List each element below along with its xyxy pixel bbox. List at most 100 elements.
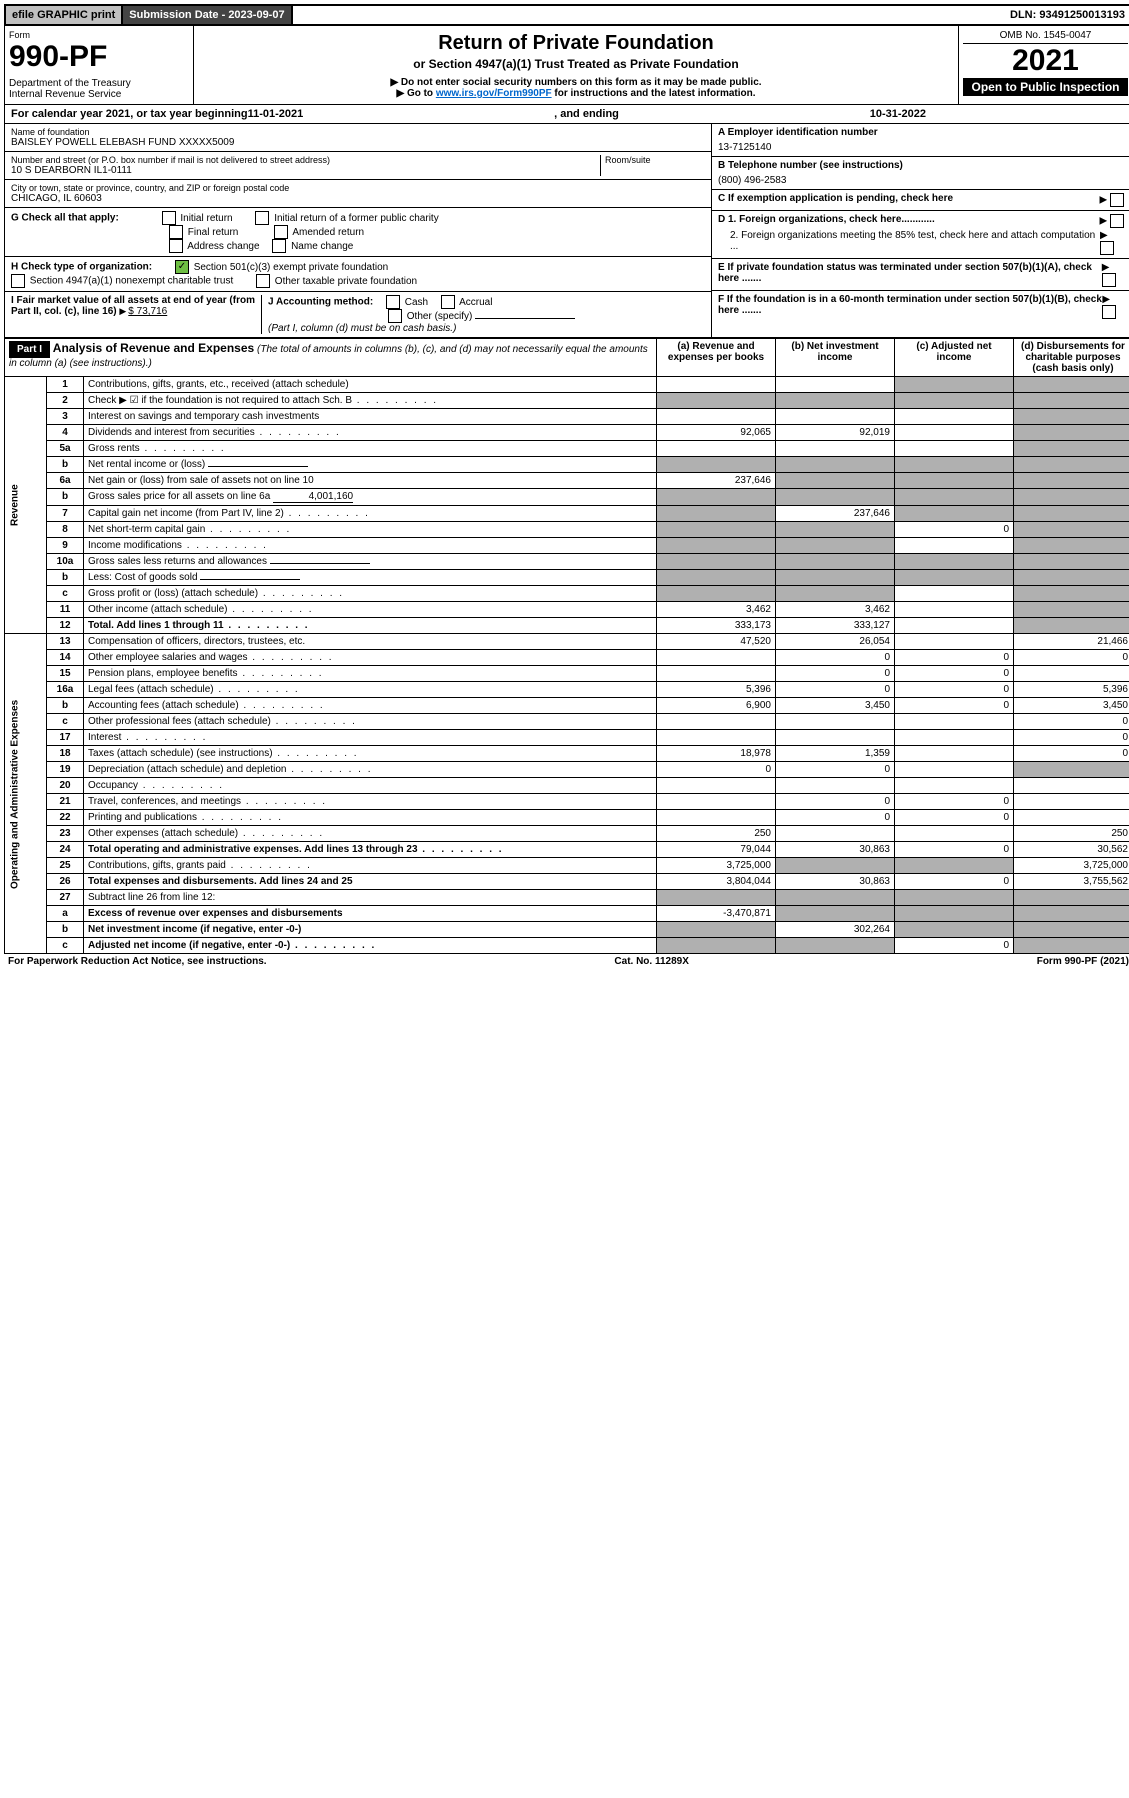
line-description: Adjusted net income (if negative, enter … bbox=[84, 938, 657, 954]
h-check-cell: H Check type of organization: Section 50… bbox=[5, 257, 711, 292]
line-number: a bbox=[47, 906, 84, 922]
footer-left: For Paperwork Reduction Act Notice, see … bbox=[8, 956, 267, 967]
line-number: 16a bbox=[47, 682, 84, 698]
c-check[interactable] bbox=[1110, 193, 1124, 207]
footer-mid: Cat. No. 11289X bbox=[614, 956, 688, 967]
line-description: Less: Cost of goods sold bbox=[84, 570, 657, 586]
instr-1: ▶ Do not enter social security numbers o… bbox=[198, 77, 954, 88]
table-row: cAdjusted net income (if negative, enter… bbox=[5, 938, 1129, 954]
info-left: Name of foundation BAISLEY POWELL ELEBAS… bbox=[5, 124, 711, 337]
foundation-name: BAISLEY POWELL ELEBASH FUND XXXXX5009 bbox=[11, 137, 705, 148]
line-number: 18 bbox=[47, 746, 84, 762]
calendar-year-row: For calendar year 2021, or tax year begi… bbox=[4, 105, 1129, 124]
line-description: Total expenses and disbursements. Add li… bbox=[84, 874, 657, 890]
cash-check[interactable] bbox=[386, 295, 400, 309]
table-row: Revenue1Contributions, gifts, grants, et… bbox=[5, 377, 1129, 393]
city-label: City or town, state or province, country… bbox=[11, 183, 705, 193]
submission-date: Submission Date - 2023-09-07 bbox=[123, 6, 292, 24]
opt-former: Initial return of a former public charit… bbox=[274, 213, 439, 224]
d1-check[interactable] bbox=[1110, 214, 1124, 228]
table-row: 26Total expenses and disbursements. Add … bbox=[5, 874, 1129, 890]
cal-mid: , and ending bbox=[303, 108, 869, 120]
line-description: Net short-term capital gain bbox=[84, 522, 657, 538]
addr-cell: Number and street (or P.O. box number if… bbox=[5, 152, 711, 180]
form-link[interactable]: www.irs.gov/Form990PF bbox=[436, 88, 552, 99]
city-state-zip: CHICAGO, IL 60603 bbox=[11, 193, 705, 204]
line-description: Contributions, gifts, grants paid bbox=[84, 858, 657, 874]
line-description: Net rental income or (loss) bbox=[84, 457, 657, 473]
opt-amended: Amended return bbox=[292, 227, 364, 238]
initial-return-check[interactable] bbox=[162, 211, 176, 225]
table-row: Operating and Administrative Expenses13C… bbox=[5, 634, 1129, 650]
4947-check[interactable] bbox=[11, 274, 25, 288]
table-row: 9Income modifications bbox=[5, 538, 1129, 554]
tax-year: 2021 bbox=[963, 44, 1128, 78]
footer-right: Form 990-PF (2021) bbox=[1037, 956, 1129, 967]
name-change-check[interactable] bbox=[272, 239, 286, 253]
inspection-label: Open to Public Inspection bbox=[963, 78, 1128, 96]
phone-cell: B Telephone number (see instructions) (8… bbox=[712, 157, 1129, 190]
line-description: Legal fees (attach schedule) bbox=[84, 682, 657, 698]
line-description: Capital gain net income (from Part IV, l… bbox=[84, 506, 657, 522]
line-number: 22 bbox=[47, 810, 84, 826]
j-label: J Accounting method: bbox=[268, 297, 373, 308]
e-label: E If private foundation status was termi… bbox=[718, 262, 1102, 284]
arrow-f: ▶ bbox=[1102, 294, 1110, 305]
table-row: 11Other income (attach schedule)3,4623,4… bbox=[5, 602, 1129, 618]
line-number: 5a bbox=[47, 441, 84, 457]
efile-label[interactable]: efile GRAPHIC print bbox=[6, 6, 123, 24]
accrual-check[interactable] bbox=[441, 295, 455, 309]
d-cell: D 1. Foreign organizations, check here..… bbox=[712, 211, 1129, 259]
line-number: 4 bbox=[47, 425, 84, 441]
table-row: bAccounting fees (attach schedule)6,9003… bbox=[5, 698, 1129, 714]
line-number: 13 bbox=[47, 634, 84, 650]
amended-check[interactable] bbox=[274, 225, 288, 239]
line-number: c bbox=[47, 586, 84, 602]
form-subtitle: or Section 4947(a)(1) Trust Treated as P… bbox=[198, 57, 954, 71]
line-number: 20 bbox=[47, 778, 84, 794]
d2-check[interactable] bbox=[1100, 241, 1114, 255]
table-row: 27Subtract line 26 from line 12: bbox=[5, 890, 1129, 906]
line-number: 2 bbox=[47, 393, 84, 409]
entity-info: Name of foundation BAISLEY POWELL ELEBAS… bbox=[4, 124, 1129, 338]
table-row: bNet investment income (if negative, ent… bbox=[5, 922, 1129, 938]
line-description: Depreciation (attach schedule) and deple… bbox=[84, 762, 657, 778]
line-number: 26 bbox=[47, 874, 84, 890]
f-check[interactable] bbox=[1102, 305, 1116, 319]
e-check[interactable] bbox=[1102, 273, 1116, 287]
line-description: Printing and publications bbox=[84, 810, 657, 826]
line-number: b bbox=[47, 698, 84, 714]
room-label: Room/suite bbox=[605, 155, 705, 165]
ein-label: A Employer identification number bbox=[718, 127, 1126, 138]
501c3-check[interactable] bbox=[175, 260, 189, 274]
line-number: b bbox=[47, 922, 84, 938]
initial-former-check[interactable] bbox=[255, 211, 269, 225]
ein-value: 13-7125140 bbox=[718, 142, 1126, 153]
instr2-suffix: for instructions and the latest informat… bbox=[552, 88, 756, 99]
address-change-check[interactable] bbox=[169, 239, 183, 253]
table-row: 16aLegal fees (attach schedule)5,396005,… bbox=[5, 682, 1129, 698]
table-row: 20Occupancy bbox=[5, 778, 1129, 794]
line-number: 8 bbox=[47, 522, 84, 538]
opt-cash: Cash bbox=[405, 297, 428, 308]
line-number: 17 bbox=[47, 730, 84, 746]
table-row: 23Other expenses (attach schedule)250250 bbox=[5, 826, 1129, 842]
other-method-check[interactable] bbox=[388, 309, 402, 323]
other-taxable-check[interactable] bbox=[256, 274, 270, 288]
line-number: b bbox=[47, 489, 84, 506]
opt-501c3: Section 501(c)(3) exempt private foundat… bbox=[194, 262, 389, 273]
line-number: b bbox=[47, 570, 84, 586]
line-description: Excess of revenue over expenses and disb… bbox=[84, 906, 657, 922]
page-footer: For Paperwork Reduction Act Notice, see … bbox=[4, 954, 1129, 969]
table-row: 25Contributions, gifts, grants paid3,725… bbox=[5, 858, 1129, 874]
final-return-check[interactable] bbox=[169, 225, 183, 239]
cal-prefix: For calendar year 2021, or tax year begi… bbox=[11, 108, 248, 120]
line-number: 21 bbox=[47, 794, 84, 810]
line-description: Gross rents bbox=[84, 441, 657, 457]
form-number: 990-PF bbox=[9, 40, 189, 74]
line-description: Subtract line 26 from line 12: bbox=[84, 890, 657, 906]
line-number: 23 bbox=[47, 826, 84, 842]
ij-cell: I Fair market value of all assets at end… bbox=[5, 292, 711, 337]
addr-label: Number and street (or P.O. box number if… bbox=[11, 155, 600, 165]
omb-number: OMB No. 1545-0047 bbox=[963, 30, 1128, 44]
